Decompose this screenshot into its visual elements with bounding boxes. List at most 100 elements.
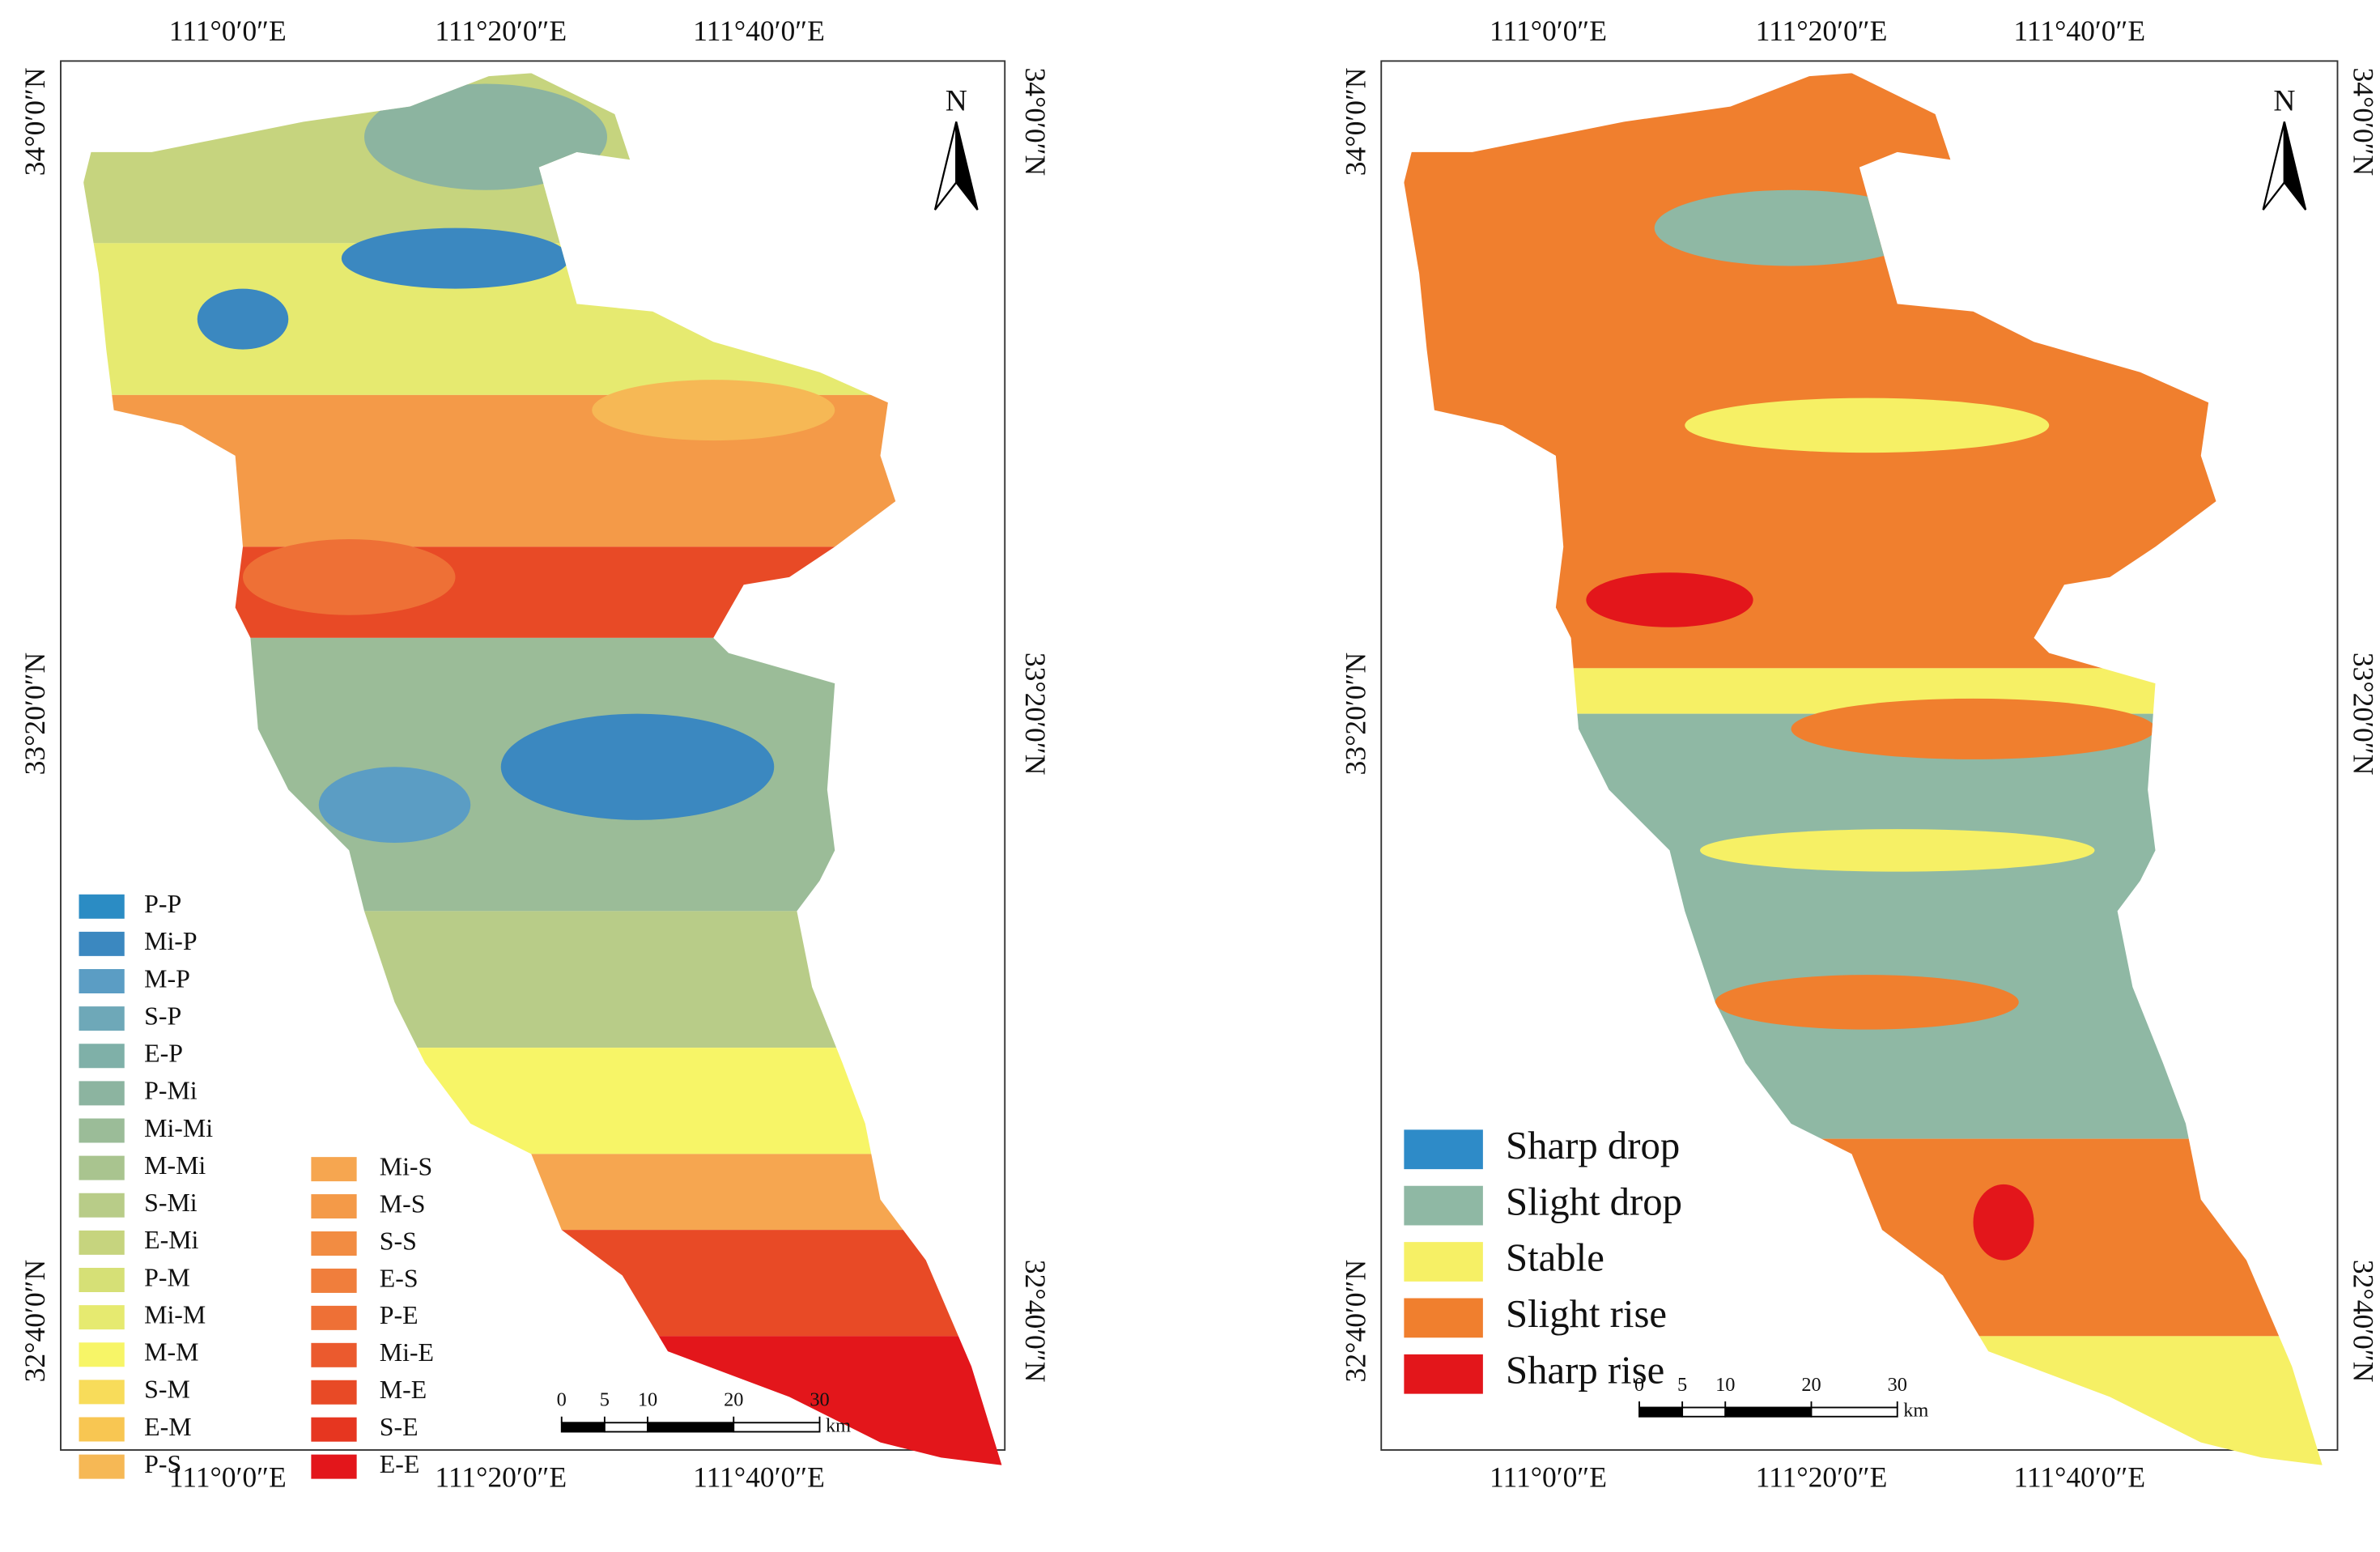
right-frame bbox=[1380, 60, 2339, 1451]
north-arrow bbox=[933, 121, 958, 210]
longitude-label: 111°0′0″E bbox=[169, 1461, 287, 1494]
latitude-label: 34°0′0″N bbox=[1339, 67, 1371, 176]
north-label: N bbox=[946, 84, 967, 117]
north-label: N bbox=[2273, 84, 2295, 117]
latitude-label: 32°40′0″N bbox=[19, 1260, 51, 1383]
legend-swatch bbox=[79, 1417, 125, 1442]
legend-swatch bbox=[311, 1194, 357, 1219]
scale-unit: km bbox=[1903, 1400, 1928, 1422]
north-arrow bbox=[955, 121, 979, 210]
legend-label: Slight drop bbox=[1506, 1180, 1682, 1223]
legend-label: S-S bbox=[380, 1227, 417, 1255]
legend-label: Mi-P bbox=[144, 927, 198, 955]
longitude-label: 111°20′0″E bbox=[435, 15, 567, 47]
latitude-label: 32°40′0″N bbox=[1339, 1260, 1371, 1383]
legend-label: P-P bbox=[144, 890, 181, 918]
latitude-label: 32°40′0″N bbox=[1019, 1260, 1052, 1383]
latitude-label: 33°20′0″N bbox=[1339, 653, 1371, 776]
legend-swatch bbox=[311, 1268, 357, 1293]
scale-tick-label: 5 bbox=[600, 1389, 610, 1411]
legend-label: M-S bbox=[380, 1189, 426, 1218]
legend-label: E-P bbox=[144, 1040, 183, 1068]
latitude-label: 32°40′0″N bbox=[2347, 1260, 2379, 1383]
scale-tick-label: 20 bbox=[1801, 1374, 1821, 1396]
legend-swatch bbox=[1404, 1185, 1483, 1226]
legend-swatch bbox=[311, 1417, 357, 1442]
left-frame bbox=[60, 60, 1006, 1451]
legend-label: Stable bbox=[1506, 1236, 1604, 1280]
scale-segment bbox=[1681, 1406, 1727, 1418]
legend-swatch bbox=[79, 1081, 125, 1106]
scale-tick-label: 5 bbox=[1677, 1374, 1687, 1396]
legend-swatch bbox=[1404, 1298, 1483, 1338]
legend-swatch bbox=[311, 1380, 357, 1405]
legend-label: E-Mi bbox=[144, 1226, 198, 1254]
longitude-label: 111°0′0″E bbox=[1490, 1461, 1607, 1494]
legend-label: E-S bbox=[380, 1264, 419, 1292]
longitude-label: 111°40′0″E bbox=[693, 1461, 825, 1494]
legend-label: Slight rise bbox=[1506, 1292, 1667, 1336]
legend-swatch bbox=[311, 1231, 357, 1256]
longitude-label: 111°40′0″E bbox=[2013, 15, 2145, 47]
latitude-label: 33°20′0″N bbox=[2347, 653, 2379, 776]
scale-unit: km bbox=[826, 1414, 851, 1436]
legend-label: P-E bbox=[380, 1301, 419, 1329]
legend-label: Mi-E bbox=[380, 1338, 434, 1367]
legend-label: Sharp rise bbox=[1506, 1348, 1664, 1392]
longitude-label: 111°40′0″E bbox=[693, 15, 825, 47]
legend-label: M-E bbox=[380, 1376, 427, 1404]
legend-swatch bbox=[79, 1193, 125, 1218]
legend-swatch bbox=[79, 1268, 125, 1292]
longitude-label: 111°0′0″E bbox=[1490, 15, 1607, 47]
scale-tick-label: 20 bbox=[724, 1389, 743, 1411]
legend-label: M-P bbox=[144, 964, 190, 993]
legend-swatch bbox=[79, 1380, 125, 1405]
legend-swatch bbox=[1404, 1129, 1483, 1170]
left-map-area bbox=[83, 73, 1002, 1465]
scale-tick-label: 30 bbox=[810, 1389, 829, 1411]
scale-segment bbox=[603, 1422, 648, 1433]
scale-segment bbox=[647, 1422, 735, 1433]
legend-swatch bbox=[79, 1044, 125, 1069]
latitude-label: 34°0′0″N bbox=[1019, 67, 1052, 176]
legend-label: M-M bbox=[144, 1338, 198, 1367]
legend-label: Sharp drop bbox=[1506, 1124, 1680, 1167]
labels-layer: 111°0′0″E 111°0′0″E 111°20′0″E 111°20′0″E 11… bbox=[19, 15, 2379, 1494]
longitude-label: 111°20′0″E bbox=[435, 1461, 567, 1494]
north-arrow bbox=[2283, 121, 2307, 210]
legend-label: Mi-Mi bbox=[144, 1114, 213, 1142]
legend-swatch bbox=[311, 1157, 357, 1182]
legend-swatch bbox=[79, 1118, 125, 1143]
longitude-label: 111°20′0″E bbox=[1756, 15, 1888, 47]
scale-tick-label: 10 bbox=[1715, 1374, 1735, 1396]
legend-swatch bbox=[79, 1342, 125, 1367]
north-arrow bbox=[2262, 121, 2285, 210]
legend-swatch bbox=[311, 1342, 357, 1367]
longitude-label: 111°0′0″E bbox=[169, 15, 287, 47]
latitude-label: 33°20′0″N bbox=[1019, 653, 1052, 776]
legend-label: E-M bbox=[144, 1413, 191, 1441]
legend-swatch bbox=[79, 969, 125, 993]
scale-segment bbox=[1724, 1406, 1813, 1418]
longitude-label: 111°40′0″E bbox=[2013, 1461, 2145, 1494]
scale-segment bbox=[560, 1422, 606, 1433]
legend-label: Mi-S bbox=[380, 1152, 433, 1180]
legend-label: S-P bbox=[144, 1001, 181, 1030]
legend-swatch bbox=[79, 1305, 125, 1330]
legend-swatch bbox=[79, 1006, 125, 1031]
legend-swatch bbox=[79, 931, 125, 956]
legend-swatch bbox=[311, 1305, 357, 1330]
legend-swatch bbox=[79, 894, 125, 919]
legend-swatch bbox=[79, 1155, 125, 1180]
legend-label: Mi-M bbox=[144, 1300, 206, 1329]
longitude-label: 111°20′0″E bbox=[1756, 1461, 1888, 1494]
legend-swatch bbox=[79, 1454, 125, 1479]
latitude-label: 34°0′0″N bbox=[19, 67, 51, 176]
scale-segment bbox=[1638, 1406, 1684, 1418]
scale-segment bbox=[1810, 1406, 1898, 1418]
scale-tick-label: 10 bbox=[638, 1389, 657, 1411]
latitude-label: 33°20′0″N bbox=[19, 653, 51, 776]
legend-swatch bbox=[1404, 1354, 1483, 1394]
latitude-label: 34°0′0″N bbox=[2347, 67, 2379, 176]
